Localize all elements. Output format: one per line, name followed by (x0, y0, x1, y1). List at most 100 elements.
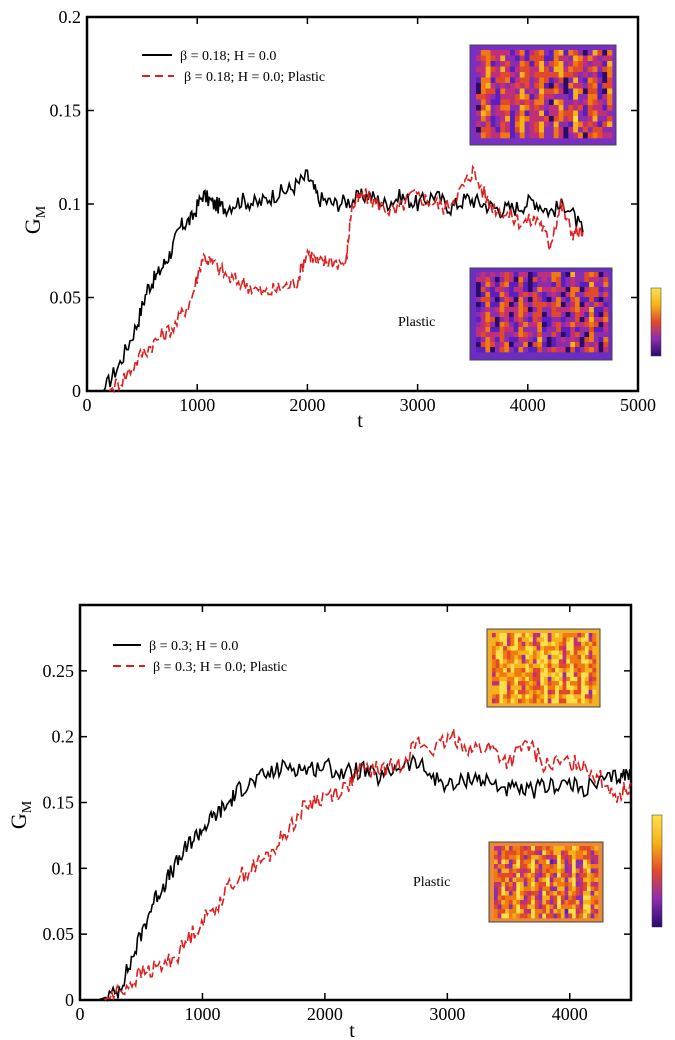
heatmap-cell (518, 676, 522, 682)
heatmap-cell (500, 105, 506, 111)
heatmap-cell (551, 317, 557, 323)
heatmap-cell (563, 94, 569, 100)
heatmap-cell (566, 694, 571, 699)
heatmap-cell (523, 337, 529, 343)
heatmap-cell (578, 50, 584, 56)
heatmap-cell (519, 66, 525, 73)
heatmap-cell (527, 312, 533, 318)
heatmap-cell (586, 891, 591, 896)
heatmap-cell (534, 886, 539, 892)
heatmap-cell (586, 900, 591, 905)
heatmap-cell (532, 322, 538, 328)
heatmap-cell (557, 904, 562, 910)
heatmap-cell (583, 882, 588, 887)
heatmap-cell (544, 61, 550, 67)
heatmap-cell (546, 272, 552, 278)
heatmap-cell (499, 282, 505, 288)
heatmap-cell (558, 694, 563, 699)
x-axis-label: t (349, 1020, 355, 1040)
heatmap-cell (581, 650, 586, 656)
y-tick-label: 0.05 (43, 924, 75, 944)
heatmap-cell (602, 50, 608, 56)
heatmap-cell (523, 850, 528, 856)
heatmap-cell (516, 877, 521, 883)
heatmap-cell (495, 646, 500, 651)
heatmap-cell (593, 272, 599, 278)
heatmap-cell (582, 105, 589, 111)
heatmap-cell (508, 864, 513, 869)
heatmap-cell (506, 681, 511, 686)
heatmap-cell (497, 864, 502, 869)
heatmap-cell (577, 676, 582, 682)
heatmap-cell (556, 332, 562, 338)
heatmap-cell (523, 342, 529, 348)
heatmap-cell (564, 864, 569, 869)
heatmap-cell (568, 110, 574, 117)
heatmap-cell (480, 332, 486, 338)
y-tick-label: 0.15 (43, 793, 75, 813)
heatmap-cell (480, 127, 487, 133)
heatmap-cell (521, 654, 526, 660)
heatmap-cell (510, 663, 515, 669)
heatmap-cell (607, 77, 613, 84)
heatmap-cell (566, 637, 571, 643)
heatmap-cell (525, 668, 530, 673)
heatmap-cell (504, 337, 510, 343)
heatmap-cell (514, 633, 519, 638)
heatmap-cell (551, 347, 557, 353)
heatmap-cell (492, 685, 496, 691)
heatmap-cell (557, 855, 562, 860)
heatmap-cell (534, 850, 539, 856)
heatmap-cell (508, 891, 513, 896)
heatmap-cell (518, 307, 524, 313)
heatmap-cell (485, 317, 491, 323)
heatmap-cell (581, 694, 586, 699)
heatmap-cell (573, 641, 578, 647)
heatmap-cell (531, 891, 536, 896)
heatmap-cell (566, 689, 571, 695)
heatmap-cell (480, 307, 486, 313)
heatmap-cell (497, 868, 502, 874)
heatmap-cell (548, 99, 555, 106)
heatmap-cell (490, 342, 496, 348)
heatmap-cell (583, 900, 588, 905)
heatmap-cell (537, 332, 543, 338)
heatmap-cell (524, 61, 530, 67)
heatmap-cell (546, 332, 552, 338)
heatmap-cell (480, 292, 486, 298)
heatmap-cell (549, 846, 554, 851)
heatmap-cell (584, 681, 589, 686)
heatmap-cell (531, 909, 536, 914)
heatmap-cell (582, 121, 589, 128)
heatmap-cell (562, 685, 567, 691)
heatmap-cell (510, 633, 515, 638)
heatmap-cell (553, 127, 559, 133)
heatmap-cell (578, 110, 584, 117)
heatmap-cell (590, 868, 595, 874)
heatmap-cell (527, 347, 533, 353)
heatmap-cell (603, 322, 609, 328)
heatmap-cell (594, 886, 599, 892)
heatmap-cell (523, 877, 528, 883)
heatmap-cell (553, 891, 558, 896)
heatmap-cell (539, 55, 545, 62)
heatmap-cell (562, 633, 567, 638)
series-line-1 (104, 728, 632, 1001)
heatmap-cell (584, 663, 589, 669)
heatmap-cell (490, 66, 496, 73)
heatmap-cell (494, 873, 498, 878)
heatmap-cell (534, 77, 540, 84)
heatmap-cell (584, 347, 590, 353)
heatmap-cell (607, 99, 613, 106)
heatmap-cell (592, 676, 597, 682)
heatmap-cell (602, 132, 608, 139)
heatmap-cell (523, 297, 529, 303)
heatmap-cell (527, 900, 532, 905)
heatmap-cell (495, 50, 501, 56)
heatmap-cell (579, 312, 585, 318)
heatmap-cell (607, 110, 613, 117)
heatmap-cell (598, 322, 604, 328)
heatmap-cell (505, 868, 510, 874)
heatmap-cell (509, 287, 514, 293)
